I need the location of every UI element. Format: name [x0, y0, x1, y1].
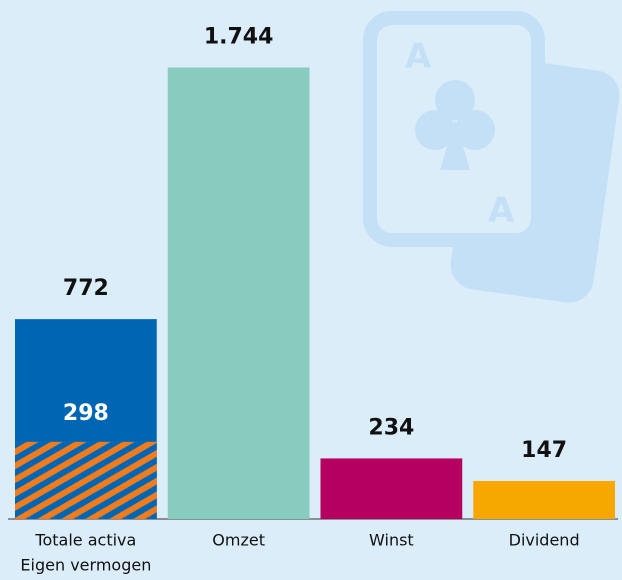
- value-label: 1.744: [204, 24, 274, 49]
- bar: [473, 481, 615, 519]
- chart: A A 772 Totale activa 298 Eigen vermogen 1.7…: [0, 0, 622, 580]
- card-icon: A A: [370, 18, 615, 298]
- value-label: 234: [368, 415, 414, 440]
- value-label: 772: [63, 276, 109, 301]
- svg-text:A: A: [405, 37, 432, 77]
- page: {"chart_data": {"type": "bar", "categori…: [0, 0, 622, 580]
- bar: [168, 67, 310, 519]
- x-tick-label: Dividend: [509, 531, 580, 550]
- inner-label: Eigen vermogen: [20, 556, 151, 575]
- bar: [321, 458, 463, 519]
- inner-value-label: 298: [63, 401, 109, 426]
- x-tick-label: Omzet: [212, 531, 265, 550]
- inner-bar: [15, 442, 157, 519]
- value-label: 147: [521, 438, 567, 463]
- svg-text:A: A: [488, 191, 515, 231]
- x-tick-label: Winst: [369, 531, 414, 550]
- x-tick-label: Totale activa: [34, 531, 136, 550]
